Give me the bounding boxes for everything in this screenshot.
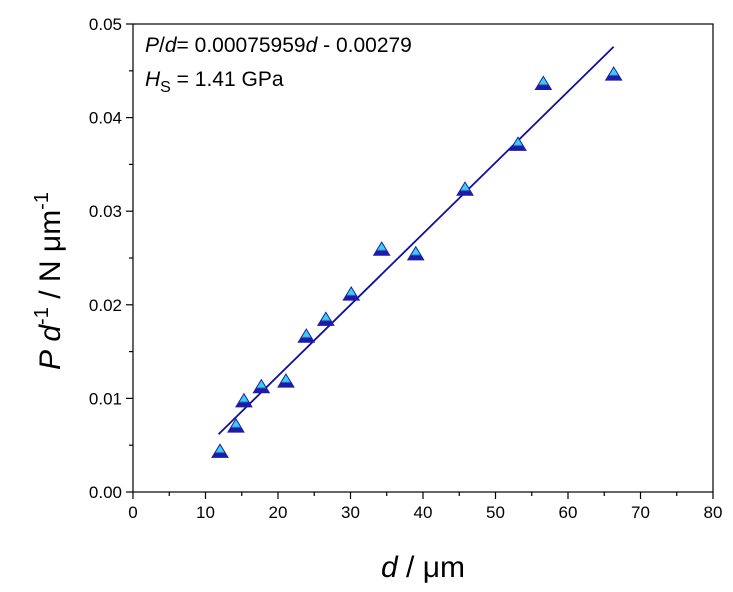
x-tick-label: 0 <box>128 503 137 522</box>
data-point <box>534 75 553 91</box>
x-axis-title: d / μm <box>381 551 465 584</box>
x-tick-label: 60 <box>559 503 578 522</box>
x-tick-label: 30 <box>341 503 360 522</box>
fit-line-group <box>217 46 615 435</box>
x-tick-label: 70 <box>631 503 650 522</box>
data-point <box>316 311 335 326</box>
data-point <box>456 181 474 196</box>
data-point <box>235 392 253 408</box>
x-tick-label: 20 <box>269 503 288 522</box>
fit-equation: P/d= 0.00075959d - 0.00279 <box>145 34 412 57</box>
x-tick-label: 10 <box>196 503 215 522</box>
y-tick-label: 0.05 <box>89 15 122 34</box>
data-point <box>252 378 271 394</box>
data-point <box>372 241 391 256</box>
y-axis-title: P d-1 / N μm-1 <box>31 192 67 370</box>
y-tick-label: 0.02 <box>89 296 122 315</box>
y-tick-label: 0.00 <box>89 483 122 502</box>
data-point <box>297 328 316 343</box>
x-tick-label: 80 <box>704 503 723 522</box>
data-point <box>509 136 527 151</box>
y-tick-label: 0.03 <box>89 202 122 221</box>
data-points <box>211 66 623 458</box>
data-point <box>211 443 229 458</box>
data-point <box>604 66 623 81</box>
ticks: 0 10 20 30 40 50 60 70 80 0.00 0.01 0.02 0.03 0.04 0.0… <box>89 15 723 522</box>
x-tick-label: 40 <box>414 503 433 522</box>
data-point <box>406 245 425 261</box>
data-point <box>227 418 245 433</box>
hardness-value: HS = 1.41 GPa <box>145 68 284 96</box>
fit-line <box>217 46 615 435</box>
x-tick-label: 50 <box>486 503 505 522</box>
y-tick-label: 0.01 <box>89 389 122 408</box>
y-tick-label: 0.04 <box>89 109 122 128</box>
data-point <box>277 373 295 388</box>
data-point <box>342 286 361 301</box>
